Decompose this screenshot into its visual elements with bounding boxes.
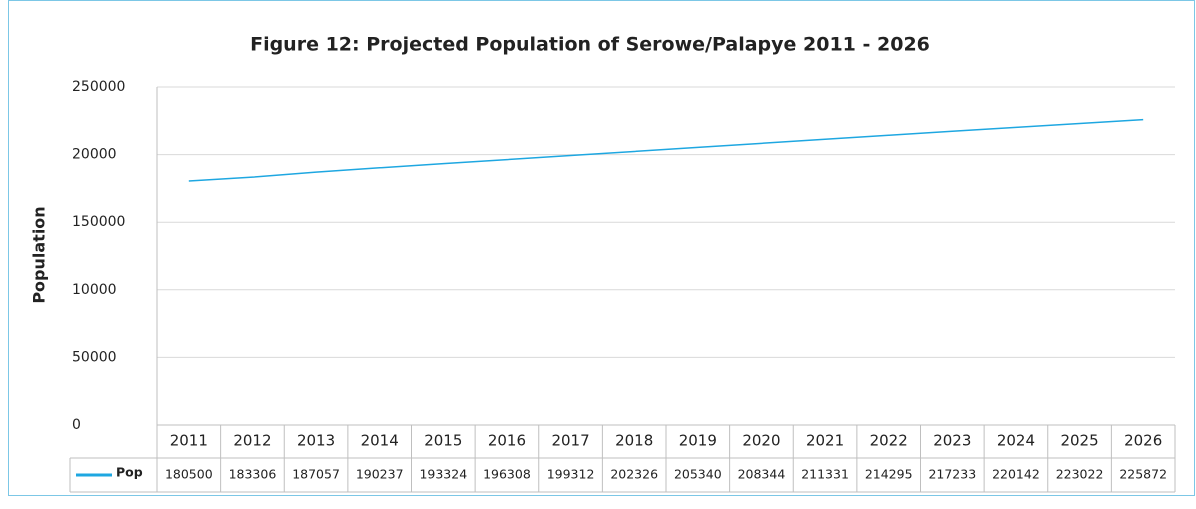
chart-title: Figure 12: Projected Population of Serow… bbox=[250, 34, 930, 56]
x-tick-label: 2014 bbox=[361, 432, 399, 450]
x-tick-label: 2023 bbox=[933, 432, 971, 450]
table-value: 193324 bbox=[419, 467, 467, 482]
x-tick-label: 2022 bbox=[870, 432, 908, 450]
y-tick-label: 10000 bbox=[72, 282, 117, 298]
x-tick-label: 2024 bbox=[997, 432, 1035, 450]
y-tick-label: 20000 bbox=[72, 147, 117, 163]
y-tick-label: 150000 bbox=[72, 214, 125, 230]
line bbox=[188, 118, 1144, 182]
y-axis-title: Population bbox=[30, 206, 49, 303]
x-tick-label: 2021 bbox=[806, 432, 844, 450]
x-tick-label: 2025 bbox=[1060, 432, 1098, 450]
table-value: 180500 bbox=[165, 467, 213, 482]
table-value: 208344 bbox=[738, 467, 786, 482]
y-tick-label: 50000 bbox=[72, 349, 117, 365]
table-value: 205340 bbox=[674, 467, 722, 482]
table-value: 225872 bbox=[1119, 467, 1167, 482]
table-value: 183306 bbox=[229, 467, 277, 482]
x-tick-label: 2012 bbox=[233, 432, 271, 450]
y-tick-label: 250000 bbox=[72, 79, 125, 95]
legend-label: Pop bbox=[116, 465, 143, 480]
x-tick-label: 2011 bbox=[170, 432, 208, 450]
table-value: 223022 bbox=[1056, 467, 1104, 482]
table-value: 217233 bbox=[928, 467, 976, 482]
table-value: 202326 bbox=[610, 467, 658, 482]
x-tick-label: 2019 bbox=[679, 432, 717, 450]
table-value: 214295 bbox=[865, 467, 913, 482]
x-tick-label: 2020 bbox=[742, 432, 780, 450]
table-value: 211331 bbox=[801, 467, 849, 482]
x-tick-label: 2013 bbox=[297, 432, 335, 450]
x-tick-label: 2016 bbox=[488, 432, 526, 450]
table-value: 199312 bbox=[547, 467, 595, 482]
table-value: 190237 bbox=[356, 467, 404, 482]
table-value: 187057 bbox=[292, 467, 340, 482]
x-tick-label: 2017 bbox=[551, 432, 589, 450]
x-tick-label: 2015 bbox=[424, 432, 462, 450]
x-tick-label: 2026 bbox=[1124, 432, 1162, 450]
x-tick-label: 2018 bbox=[615, 432, 653, 450]
table-value: 220142 bbox=[992, 467, 1040, 482]
table-value: 196308 bbox=[483, 467, 531, 482]
frame bbox=[8, 0, 1195, 496]
y-tick-label: 0 bbox=[72, 417, 81, 433]
